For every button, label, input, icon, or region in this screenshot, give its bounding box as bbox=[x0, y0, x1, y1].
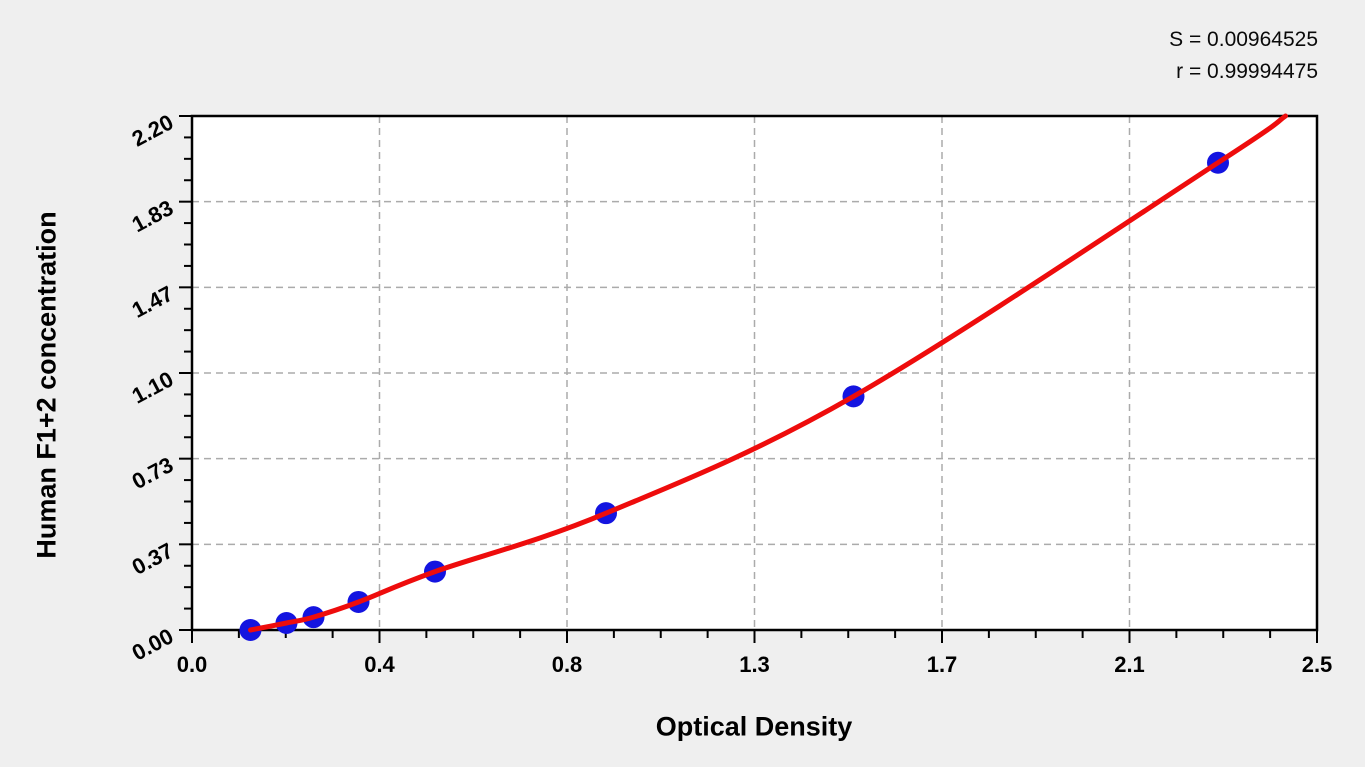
x-tick-label: 1.7 bbox=[927, 652, 958, 677]
y-tick-label: 2.20 bbox=[128, 109, 178, 151]
fit-r-value: r = 0.99994475 bbox=[1176, 60, 1318, 83]
x-tick-label: 0.4 bbox=[364, 652, 395, 677]
x-tick-label: 2.1 bbox=[1114, 652, 1145, 677]
y-tick-label: 0.73 bbox=[128, 452, 178, 494]
fit-s-value: S = 0.00964525 bbox=[1169, 28, 1318, 51]
x-tick-label: 0.8 bbox=[552, 652, 583, 677]
y-tick-label: 0.00 bbox=[128, 623, 178, 665]
y-tick-label: 1.83 bbox=[128, 195, 178, 237]
x-tick-label: 1.3 bbox=[739, 652, 770, 677]
x-tick-label: 2.5 bbox=[1302, 652, 1333, 677]
y-tick-label: 1.47 bbox=[128, 281, 178, 323]
x-tick-label: 0.0 bbox=[177, 652, 208, 677]
x-axis-title: Optical Density bbox=[655, 711, 853, 742]
y-tick-label: 0.37 bbox=[128, 538, 178, 580]
fit-statistics: S = 0.00964525 r = 0.99994475 bbox=[1169, 24, 1318, 88]
y-tick-label: 1.10 bbox=[128, 366, 178, 408]
fitted-curve bbox=[248, 113, 1288, 633]
